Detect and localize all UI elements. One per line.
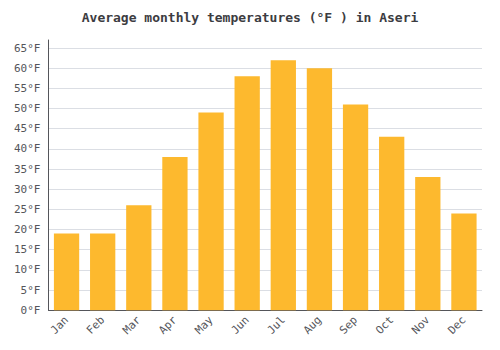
svg-text:5°F: 5°F — [21, 284, 41, 297]
svg-text:Jul: Jul — [265, 314, 288, 337]
svg-text:Jan: Jan — [48, 314, 71, 337]
svg-text:25°F: 25°F — [14, 203, 41, 216]
svg-text:Nov: Nov — [409, 313, 432, 336]
svg-text:May: May — [192, 313, 215, 336]
svg-text:55°F: 55°F — [14, 82, 41, 95]
svg-text:30°F: 30°F — [14, 183, 41, 196]
svg-text:Oct: Oct — [373, 314, 396, 337]
svg-text:0°F: 0°F — [21, 304, 41, 317]
svg-text:Sep: Sep — [337, 314, 360, 337]
svg-text:10°F: 10°F — [14, 263, 41, 276]
svg-text:Average monthly temperatures (: Average monthly temperatures (°F ) in As… — [82, 10, 419, 25]
svg-text:Dec: Dec — [445, 314, 468, 337]
svg-text:35°F: 35°F — [14, 163, 41, 176]
svg-text:Apr: Apr — [156, 313, 179, 336]
svg-text:15°F: 15°F — [14, 243, 41, 256]
svg-text:65°F: 65°F — [14, 42, 41, 55]
svg-text:Jun: Jun — [229, 314, 252, 337]
svg-text:20°F: 20°F — [14, 223, 41, 236]
svg-text:50°F: 50°F — [14, 102, 41, 115]
svg-text:Mar: Mar — [120, 313, 143, 336]
svg-text:Feb: Feb — [84, 314, 107, 337]
svg-text:45°F: 45°F — [14, 122, 41, 135]
svg-text:60°F: 60°F — [14, 62, 41, 75]
svg-text:40°F: 40°F — [14, 142, 41, 155]
svg-text:Aug: Aug — [301, 314, 324, 337]
